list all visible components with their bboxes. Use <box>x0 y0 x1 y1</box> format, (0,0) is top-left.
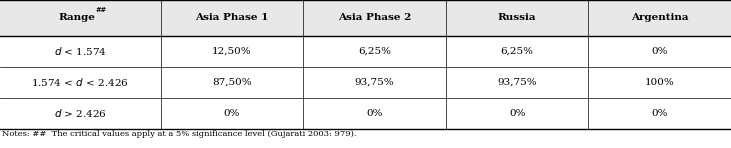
Text: 100%: 100% <box>645 78 675 87</box>
Text: $d$ < 1.574: $d$ < 1.574 <box>54 45 107 57</box>
Text: 0%: 0% <box>651 109 668 118</box>
Text: $d$ > 2.426: $d$ > 2.426 <box>54 107 107 119</box>
Text: ##: ## <box>95 6 107 14</box>
Text: Asia Phase 1: Asia Phase 1 <box>195 13 269 22</box>
Text: 12,50%: 12,50% <box>212 47 252 56</box>
Text: 93,75%: 93,75% <box>355 78 395 87</box>
Text: Russia: Russia <box>498 13 537 22</box>
Bar <box>0 0 731 36</box>
Text: 0%: 0% <box>651 47 668 56</box>
Text: 6,25%: 6,25% <box>501 47 534 56</box>
Text: 87,50%: 87,50% <box>212 78 252 87</box>
Text: Argentina: Argentina <box>631 13 689 22</box>
Text: Range: Range <box>58 13 95 22</box>
Text: 0%: 0% <box>366 109 383 118</box>
Text: Asia Phase 2: Asia Phase 2 <box>338 13 412 22</box>
Text: 6,25%: 6,25% <box>358 47 391 56</box>
Text: Notes: ##  The critical values apply at a 5% significance level (Gujarati 2003: : Notes: ## The critical values apply at a… <box>2 130 357 138</box>
Text: 0%: 0% <box>509 109 526 118</box>
Text: 0%: 0% <box>224 109 240 118</box>
Text: 1.574 < $d$ < 2.426: 1.574 < $d$ < 2.426 <box>31 76 129 88</box>
Text: 93,75%: 93,75% <box>497 78 537 87</box>
